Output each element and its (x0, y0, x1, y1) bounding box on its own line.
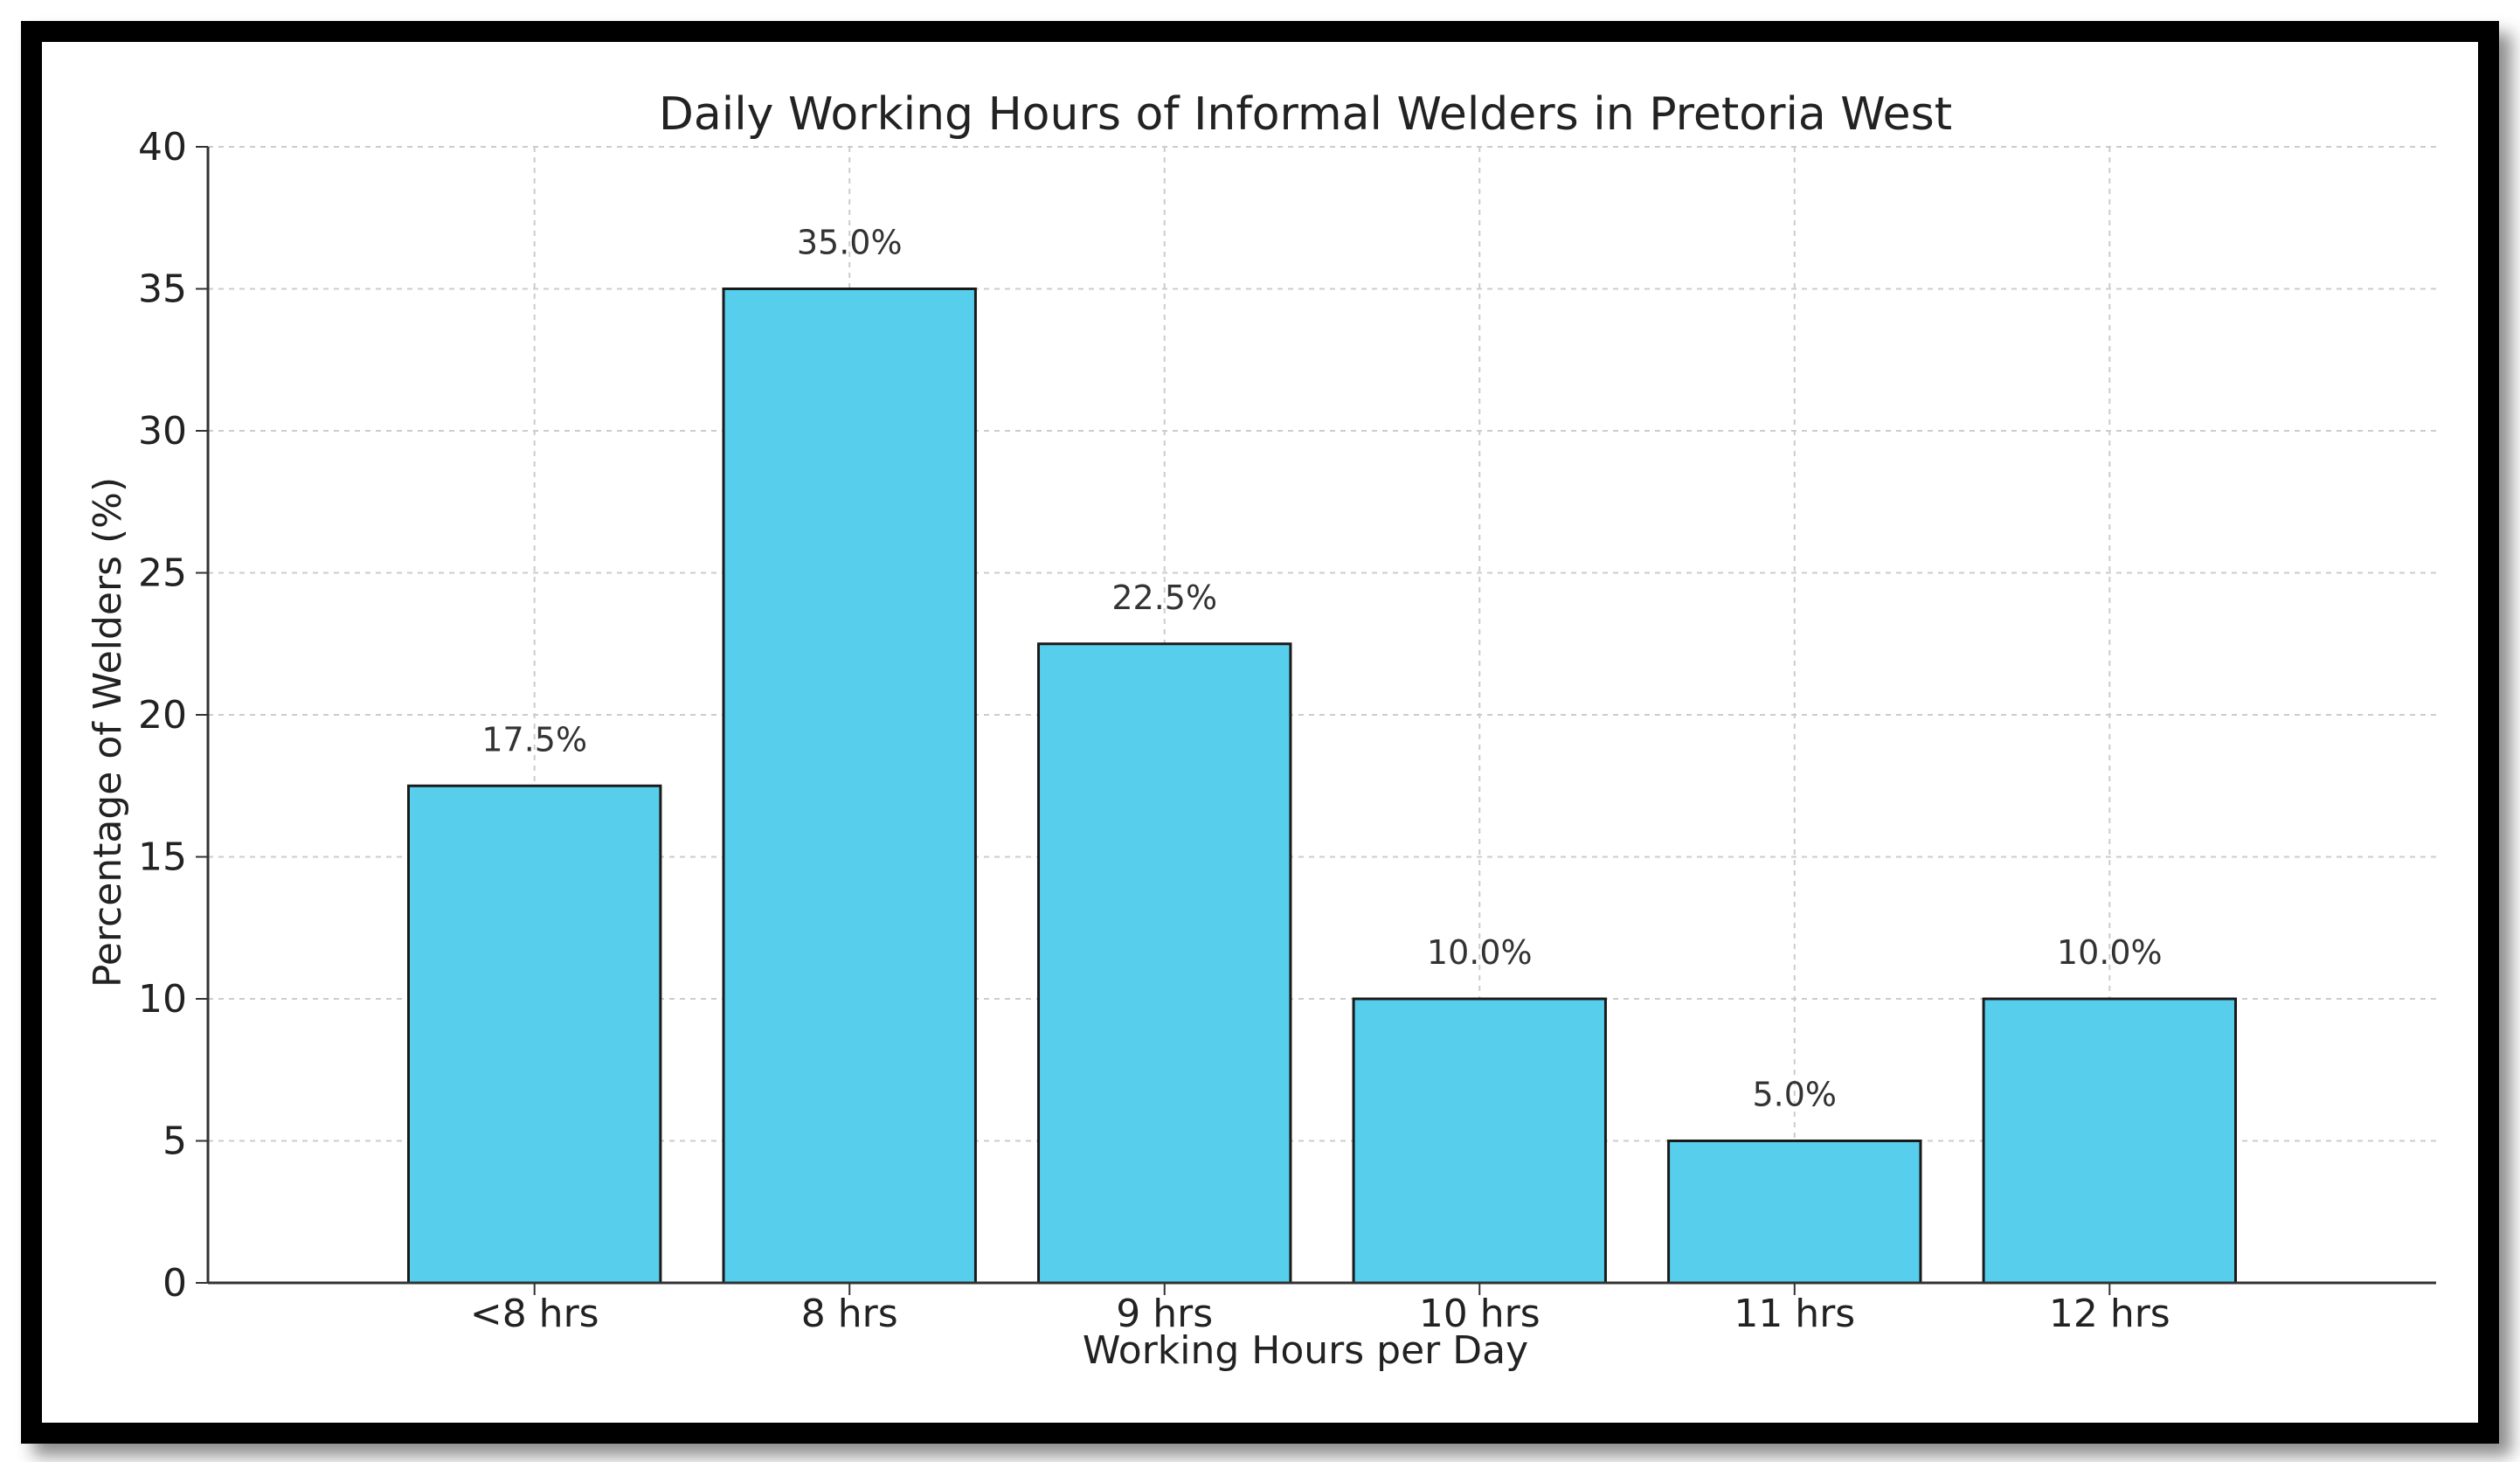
y-tick-label: 35 (138, 267, 187, 312)
x-tick-label: 12 hrs (2049, 1292, 2170, 1336)
y-tick-label: 5 (163, 1119, 187, 1164)
bar (1037, 642, 1292, 1285)
y-tick-label: 10 (138, 977, 187, 1022)
data-labels: 17.5% 35.0% 22.5% 10.0% 5.0% 10.0% (481, 224, 2162, 1114)
x-tick-label: 11 hrs (1734, 1292, 1855, 1336)
bar-value-label: 35.0% (797, 224, 903, 262)
bar (1982, 997, 2237, 1285)
chart-title: Daily Working Hours of Informal Welders … (659, 88, 1952, 141)
bar (407, 784, 662, 1285)
axes: 0 5 10 15 20 25 30 35 40 <8 hrs 8 hrs 9 hrs 10 hrs 11… (138, 125, 2436, 1336)
y-axis-title: Percentage of Welders (%) (86, 477, 130, 987)
bars (407, 288, 2237, 1285)
x-tick-label: 9 hrs (1116, 1292, 1213, 1336)
y-tick-label: 15 (138, 835, 187, 880)
x-axis-title: Working Hours per Day (1083, 1328, 1528, 1373)
y-tick-label: 40 (138, 125, 187, 170)
bar (1352, 997, 1607, 1285)
bar (722, 288, 977, 1285)
bar-value-label: 17.5% (481, 720, 587, 759)
figure-frame: Daily Working Hours of Informal Welders … (21, 21, 2499, 1444)
y-tick-label: 25 (138, 551, 187, 596)
bar-value-label: 22.5% (1111, 579, 1217, 617)
x-tick-label: 10 hrs (1419, 1292, 1540, 1336)
y-tick-label: 0 (163, 1261, 187, 1306)
bar-value-label: 10.0% (1427, 933, 1533, 972)
bar-value-label: 5.0% (1753, 1076, 1838, 1114)
y-tick-label: 20 (138, 693, 187, 738)
bar-value-label: 10.0% (2057, 933, 2163, 972)
x-tick-label: 8 hrs (801, 1292, 898, 1336)
chart: Daily Working Hours of Informal Welders … (86, 88, 2436, 1373)
bar (1667, 1140, 1922, 1285)
y-tick-label: 30 (138, 409, 187, 454)
x-tick-label: <8 hrs (470, 1292, 599, 1336)
